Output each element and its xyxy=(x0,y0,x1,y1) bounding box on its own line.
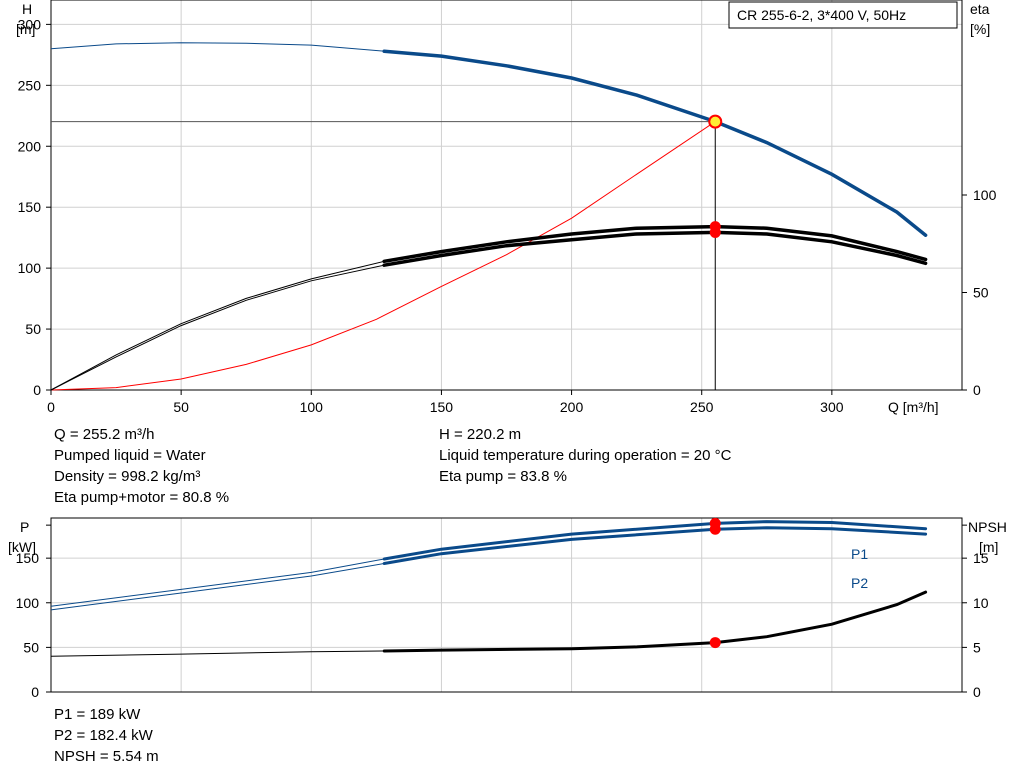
bottom-y-right-label-line2: [m] xyxy=(979,539,998,555)
top-x-tick-label: 250 xyxy=(690,399,714,415)
info-head: H = 220.2 m xyxy=(439,426,522,443)
info-p1: P1 = 189 kW xyxy=(54,706,141,723)
p2-duty-point xyxy=(709,523,721,535)
top-chart-gridlines xyxy=(51,0,962,390)
bottom-chart-frame xyxy=(50,517,963,693)
info-npsh: NPSH = 5.54 m xyxy=(54,748,159,765)
p1-series-label: P1 xyxy=(851,546,868,562)
eta-total-curve-operating xyxy=(382,230,928,267)
top-x-tick-label: 0 xyxy=(47,399,55,415)
top-x-tick-label: 150 xyxy=(430,399,454,415)
top-chart-ticks: 0 50 100 150 200 250 300 0 50 100 150 200 250 300 0 50 1… xyxy=(18,16,997,415)
eta-total-curve-extrapolated xyxy=(50,264,385,391)
top-y-left-tick-label: 150 xyxy=(18,199,42,215)
info-eta-pump: Eta pump = 83.8 % xyxy=(439,468,567,485)
bottom-y-left-tick-label: 50 xyxy=(23,639,39,655)
bottom-y-left-tick-label: 100 xyxy=(16,595,40,611)
top-x-tick-label: 200 xyxy=(560,399,584,415)
p1-curve-extrapolated xyxy=(50,558,385,607)
top-y-left-label-line2: [m] xyxy=(16,21,35,37)
top-y-left-tick-label: 250 xyxy=(18,77,42,93)
top-x-axis-label: Q [m³/h] xyxy=(888,399,939,415)
system-curve xyxy=(50,121,716,391)
eta-total-duty-point xyxy=(709,226,721,238)
head-curve-extrapolated xyxy=(50,42,385,52)
info-p2: P2 = 182.4 kW xyxy=(54,727,153,744)
bottom-chart-series xyxy=(50,517,928,657)
bottom-chart-ticks: 0 50 100 150 0 5 10 15 xyxy=(16,524,989,700)
top-x-tick-label: 50 xyxy=(173,399,189,415)
top-y-left-tick-label: 50 xyxy=(25,321,41,337)
npsh-duty-point xyxy=(709,637,721,649)
duty-info-left: Q = 255.2 m³/h Pumped liquid = Water Den… xyxy=(54,424,229,508)
head-duty-point xyxy=(708,114,723,129)
bottom-chart-gridlines xyxy=(51,518,962,692)
pump-model-title: CR 255-6-2, 3*400 V, 50Hz xyxy=(737,7,906,23)
info-density: Density = 998.2 kg/m³ xyxy=(54,468,201,485)
top-y-left-tick-label: 300 xyxy=(18,16,42,32)
info-eta-total: Eta pump+motor = 80.8 % xyxy=(54,489,230,506)
top-chart-series xyxy=(50,42,928,391)
pump-model-box xyxy=(728,1,958,29)
top-y-right-label-line2: [%] xyxy=(970,21,990,37)
npsh-curve-operating xyxy=(382,590,928,653)
bottom-y-right-tick-label: 10 xyxy=(973,595,989,611)
top-x-tick-label: 300 xyxy=(820,399,844,415)
p2-curve-extrapolated xyxy=(50,563,385,611)
top-y-left-tick-label: 100 xyxy=(18,260,42,276)
eta-pump-curve-extrapolated xyxy=(50,260,385,391)
info-temperature: Liquid temperature during operation = 20… xyxy=(439,447,732,464)
top-x-tick-label: 100 xyxy=(300,399,324,415)
bottom-y-left-label-line2: [kW] xyxy=(8,539,36,555)
bottom-y-right-label-line1: NPSH xyxy=(968,519,1007,535)
bottom-y-left-label-line1: P xyxy=(20,519,29,535)
top-chart-frame xyxy=(50,0,963,391)
bottom-y-right-tick-label: 5 xyxy=(973,639,981,655)
bottom-y-left-tick-label: 150 xyxy=(16,550,40,566)
bottom-y-right-tick-label: 15 xyxy=(973,550,989,566)
p1-curve-operating xyxy=(382,520,928,561)
duty-info-right: H = 220.2 m Liquid temperature during op… xyxy=(439,424,731,487)
top-y-right-tick-label: 50 xyxy=(973,285,989,301)
bottom-y-left-tick-label: 0 xyxy=(31,684,39,700)
p2-series-label: P2 xyxy=(851,575,868,591)
top-y-left-tick-label: 200 xyxy=(18,138,42,154)
bottom-y-right-tick-label: 0 xyxy=(973,684,981,700)
top-y-right-tick-label: 100 xyxy=(973,187,997,203)
top-y-left-tick-label: 0 xyxy=(33,382,41,398)
top-y-left-label-line1: H xyxy=(22,1,32,17)
power-info: P1 = 189 kW P2 = 182.4 kW NPSH = 5.54 m xyxy=(54,704,159,767)
eta-pump-curve-operating xyxy=(382,224,928,264)
info-flow: Q = 255.2 m³/h xyxy=(54,426,155,443)
info-liquid: Pumped liquid = Water xyxy=(54,447,206,464)
npsh-curve-extrapolated xyxy=(50,650,385,657)
top-y-right-tick-label: 0 xyxy=(973,382,981,398)
head-curve-operating xyxy=(382,49,928,237)
top-y-right-label-line1: eta xyxy=(970,1,990,17)
